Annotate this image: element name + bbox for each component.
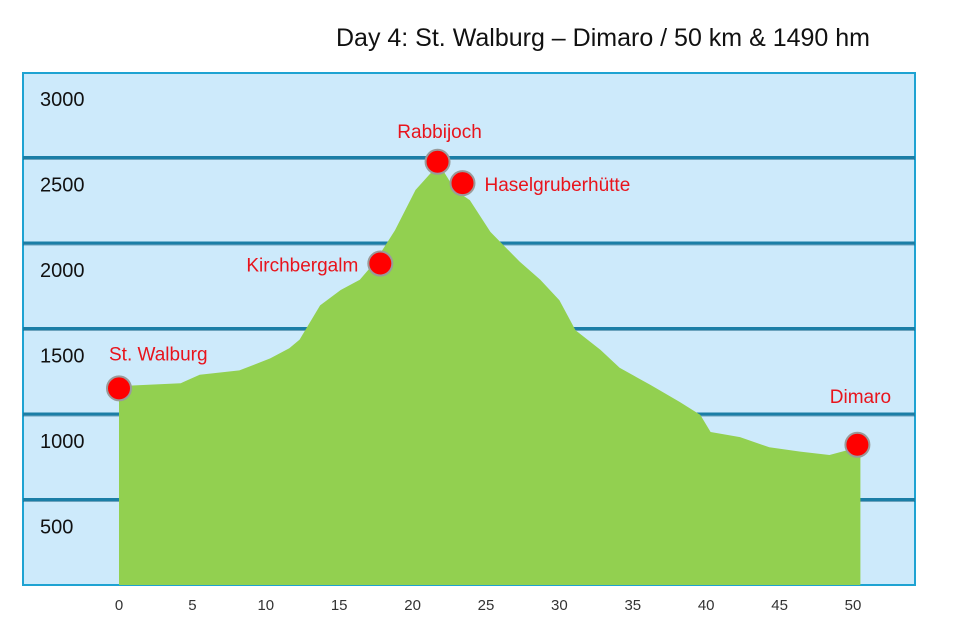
x-tick-label: 45	[771, 597, 788, 614]
waypoint-label: St. Walburg	[109, 344, 208, 365]
y-tick-label: 1000	[40, 431, 85, 453]
y-tick-label: 2000	[40, 260, 85, 282]
waypoint-label: Rabbijoch	[397, 122, 482, 143]
x-tick-label: 5	[188, 597, 196, 614]
waypoint-marker	[106, 375, 132, 402]
x-tick-label: 10	[257, 597, 274, 614]
waypoint-label: Haselgruberhütte	[485, 175, 631, 196]
waypoint-marker	[424, 148, 451, 175]
x-tick-label: 15	[331, 597, 348, 614]
x-tick-label: 35	[624, 597, 641, 614]
x-tick-label: 20	[404, 597, 421, 614]
waypoint-label: Dimaro	[830, 387, 891, 408]
y-tick-label: 2500	[40, 175, 85, 197]
chart-title: Day 4: St. Walburg – Dimaro / 50 km & 14…	[336, 24, 870, 52]
y-tick-label: 3000	[40, 89, 85, 111]
waypoint-marker	[367, 250, 394, 277]
x-tick-label: 0	[115, 597, 123, 614]
x-tick-label: 25	[478, 597, 495, 614]
waypoint-marker	[449, 170, 476, 197]
waypoint-label: Kirchbergalm	[246, 256, 358, 277]
x-tick-label: 40	[698, 597, 715, 614]
x-tick-label: 30	[551, 597, 568, 614]
waypoint-marker	[844, 431, 871, 458]
y-tick-label: 1500	[40, 346, 85, 368]
elevation-area	[119, 161, 861, 586]
y-tick-label: 500	[40, 517, 73, 539]
x-tick-label: 50	[845, 597, 862, 614]
